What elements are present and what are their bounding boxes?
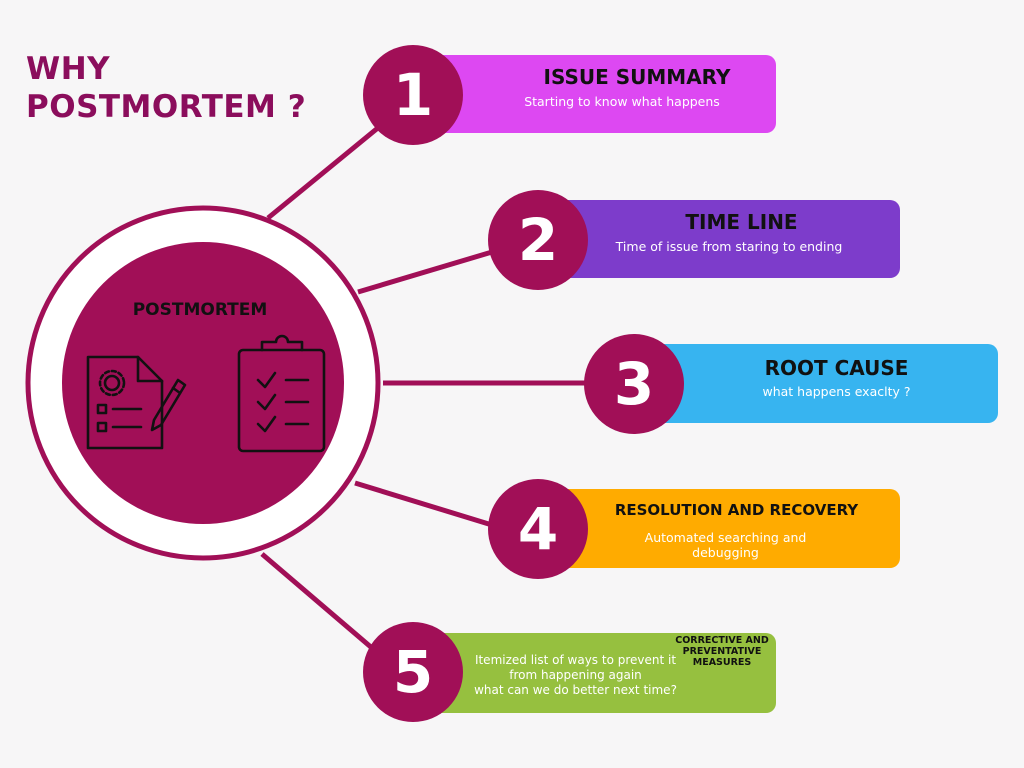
step-5-line-2: from happening again [509, 668, 642, 682]
step-4-heading: RESOLUTION AND RECOVERY [614, 501, 859, 519]
step-1-heading: ISSUE SUMMARY [543, 65, 731, 89]
step-5-line-3: what can we do better next time? [474, 683, 677, 697]
title-line-1: WHY [26, 51, 111, 87]
step-2-card: TIME LINE Time of issue from staring to … [548, 200, 900, 278]
step-5-number: 5 [363, 622, 463, 722]
page-title: WHY POSTMORTEM ? [26, 50, 306, 126]
step-1-description: Starting to know what happens [524, 94, 720, 109]
hub-inner-circle [62, 242, 344, 524]
document-gear-icon [86, 355, 187, 450]
connector-5 [260, 552, 374, 650]
step-2-heading: TIME LINE [685, 210, 798, 234]
step-1-card: ISSUE SUMMARY Starting to know what happ… [428, 55, 776, 133]
step-3-card: ROOT CAUSE what happens exaclty ? [650, 344, 998, 423]
step-4-description: Automated searching and debugging [644, 530, 807, 560]
step-2-number: 2 [488, 190, 588, 290]
step-3-number: 3 [584, 334, 684, 434]
step-5-heading: CORRECTIVE AND PREVENTATIVE MEASURES [675, 635, 769, 668]
connector-4 [354, 480, 493, 528]
step-4-number: 4 [488, 479, 588, 579]
step-4-card: RESOLUTION AND RECOVERY Automated search… [548, 489, 900, 568]
step-1-number: 1 [363, 45, 463, 145]
step-5-line-1: Itemized list of ways to prevent it [474, 653, 677, 667]
step-3-description: what happens exaclty ? [762, 384, 911, 399]
title-line-2: POSTMORTEM ? [26, 89, 307, 125]
step-3-heading: ROOT CAUSE [764, 356, 909, 380]
step-2-description: Time of issue from staring to ending [615, 239, 843, 254]
connector-1 [266, 116, 392, 220]
connector-2 [357, 249, 493, 295]
hub-label: POSTMORTEM [132, 300, 268, 320]
step-5-card: CORRECTIVE AND PREVENTATIVE MEASURES Ite… [428, 633, 776, 713]
clipboard-checklist-icon [237, 334, 326, 453]
